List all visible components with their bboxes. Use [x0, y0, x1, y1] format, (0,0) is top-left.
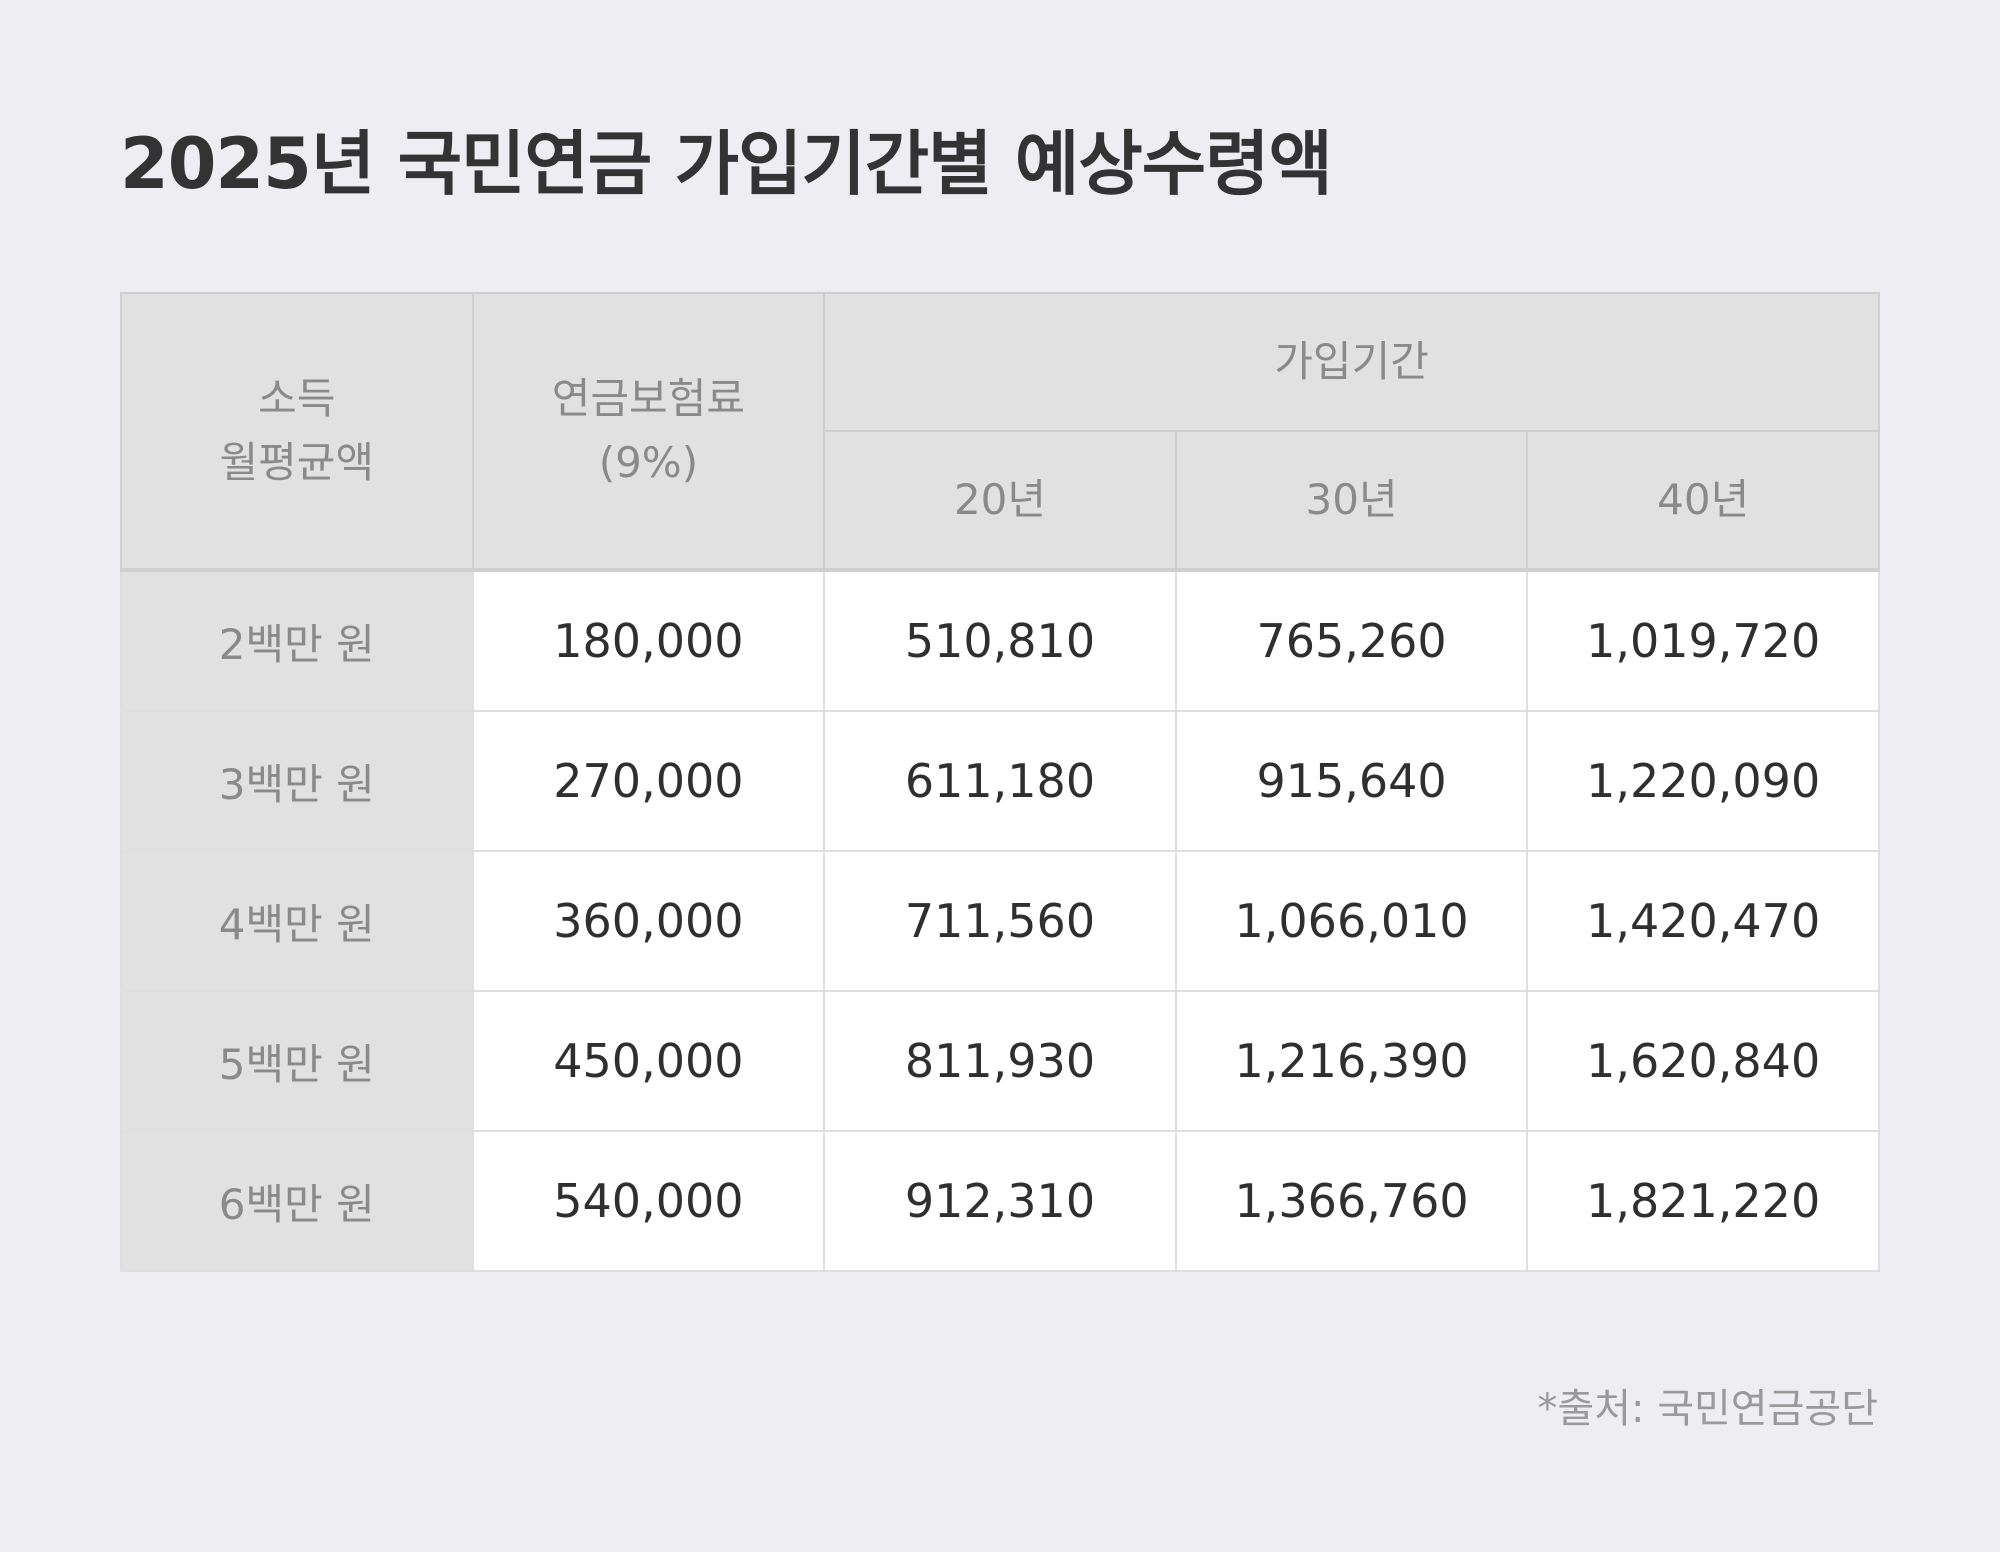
income-cell: 4백만 원 — [120, 850, 474, 992]
amount-30y-cell: 765,260 — [1174, 569, 1529, 712]
header-period-40: 40년 — [1526, 430, 1880, 572]
income-cell: 5백만 원 — [120, 990, 474, 1132]
header-premium-line1: 연금보험료 — [551, 374, 745, 423]
premium-cell: 270,000 — [471, 710, 826, 852]
amount-20y-cell: 912,310 — [823, 1130, 1177, 1272]
header-income: 소득 월평균액 — [120, 292, 474, 572]
amount-20y-cell: 811,930 — [823, 990, 1177, 1132]
amount-20y-cell: 711,560 — [823, 850, 1177, 992]
pension-table: 소득 월평균액 연금보험료 (9%) 가입기간 20년 30년 40년 2백만 … — [120, 292, 1880, 1272]
amount-40y-cell: 1,821,220 — [1526, 1130, 1880, 1272]
source-note: *출처: 국민연금공단 — [1537, 1386, 1878, 1432]
amount-30y-cell: 1,216,390 — [1174, 990, 1529, 1132]
amount-40y-cell: 1,620,840 — [1526, 990, 1880, 1132]
header-income-line2: 월평균액 — [219, 438, 375, 487]
amount-30y-cell: 915,640 — [1174, 710, 1529, 852]
table-row: 6백만 원 540,000 912,310 1,366,760 1,821,22… — [120, 1130, 1880, 1272]
table-row: 3백만 원 270,000 611,180 915,640 1,220,090 — [120, 710, 1880, 852]
income-cell: 6백만 원 — [120, 1130, 474, 1272]
table-row: 4백만 원 360,000 711,560 1,066,010 1,420,47… — [120, 850, 1880, 992]
amount-20y-cell: 611,180 — [823, 710, 1177, 852]
header-premium: 연금보험료 (9%) — [471, 292, 826, 572]
table-row: 5백만 원 450,000 811,930 1,216,390 1,620,84… — [120, 990, 1880, 1132]
header-period-30: 30년 — [1174, 430, 1529, 572]
amount-30y-cell: 1,366,760 — [1174, 1130, 1529, 1272]
header-premium-line2: (9%) — [598, 438, 699, 487]
amount-40y-cell: 1,420,470 — [1526, 850, 1880, 992]
amount-40y-cell: 1,220,090 — [1526, 710, 1880, 852]
amount-30y-cell: 1,066,010 — [1174, 850, 1529, 992]
header-period-group: 가입기간 — [823, 292, 1880, 432]
premium-cell: 180,000 — [471, 569, 826, 712]
table-row: 2백만 원 180,000 510,810 765,260 1,019,720 — [120, 569, 1880, 712]
header-period-20: 20년 — [823, 430, 1177, 572]
income-cell: 2백만 원 — [120, 569, 474, 712]
amount-20y-cell: 510,810 — [823, 569, 1177, 712]
header-income-line1: 소득 — [258, 374, 336, 423]
premium-cell: 450,000 — [471, 990, 826, 1132]
premium-cell: 540,000 — [471, 1130, 826, 1272]
income-cell: 3백만 원 — [120, 710, 474, 852]
page-title: 2025년 국민연금 가입기간별 예상수령액 — [120, 123, 1333, 205]
amount-40y-cell: 1,019,720 — [1526, 569, 1880, 712]
premium-cell: 360,000 — [471, 850, 826, 992]
